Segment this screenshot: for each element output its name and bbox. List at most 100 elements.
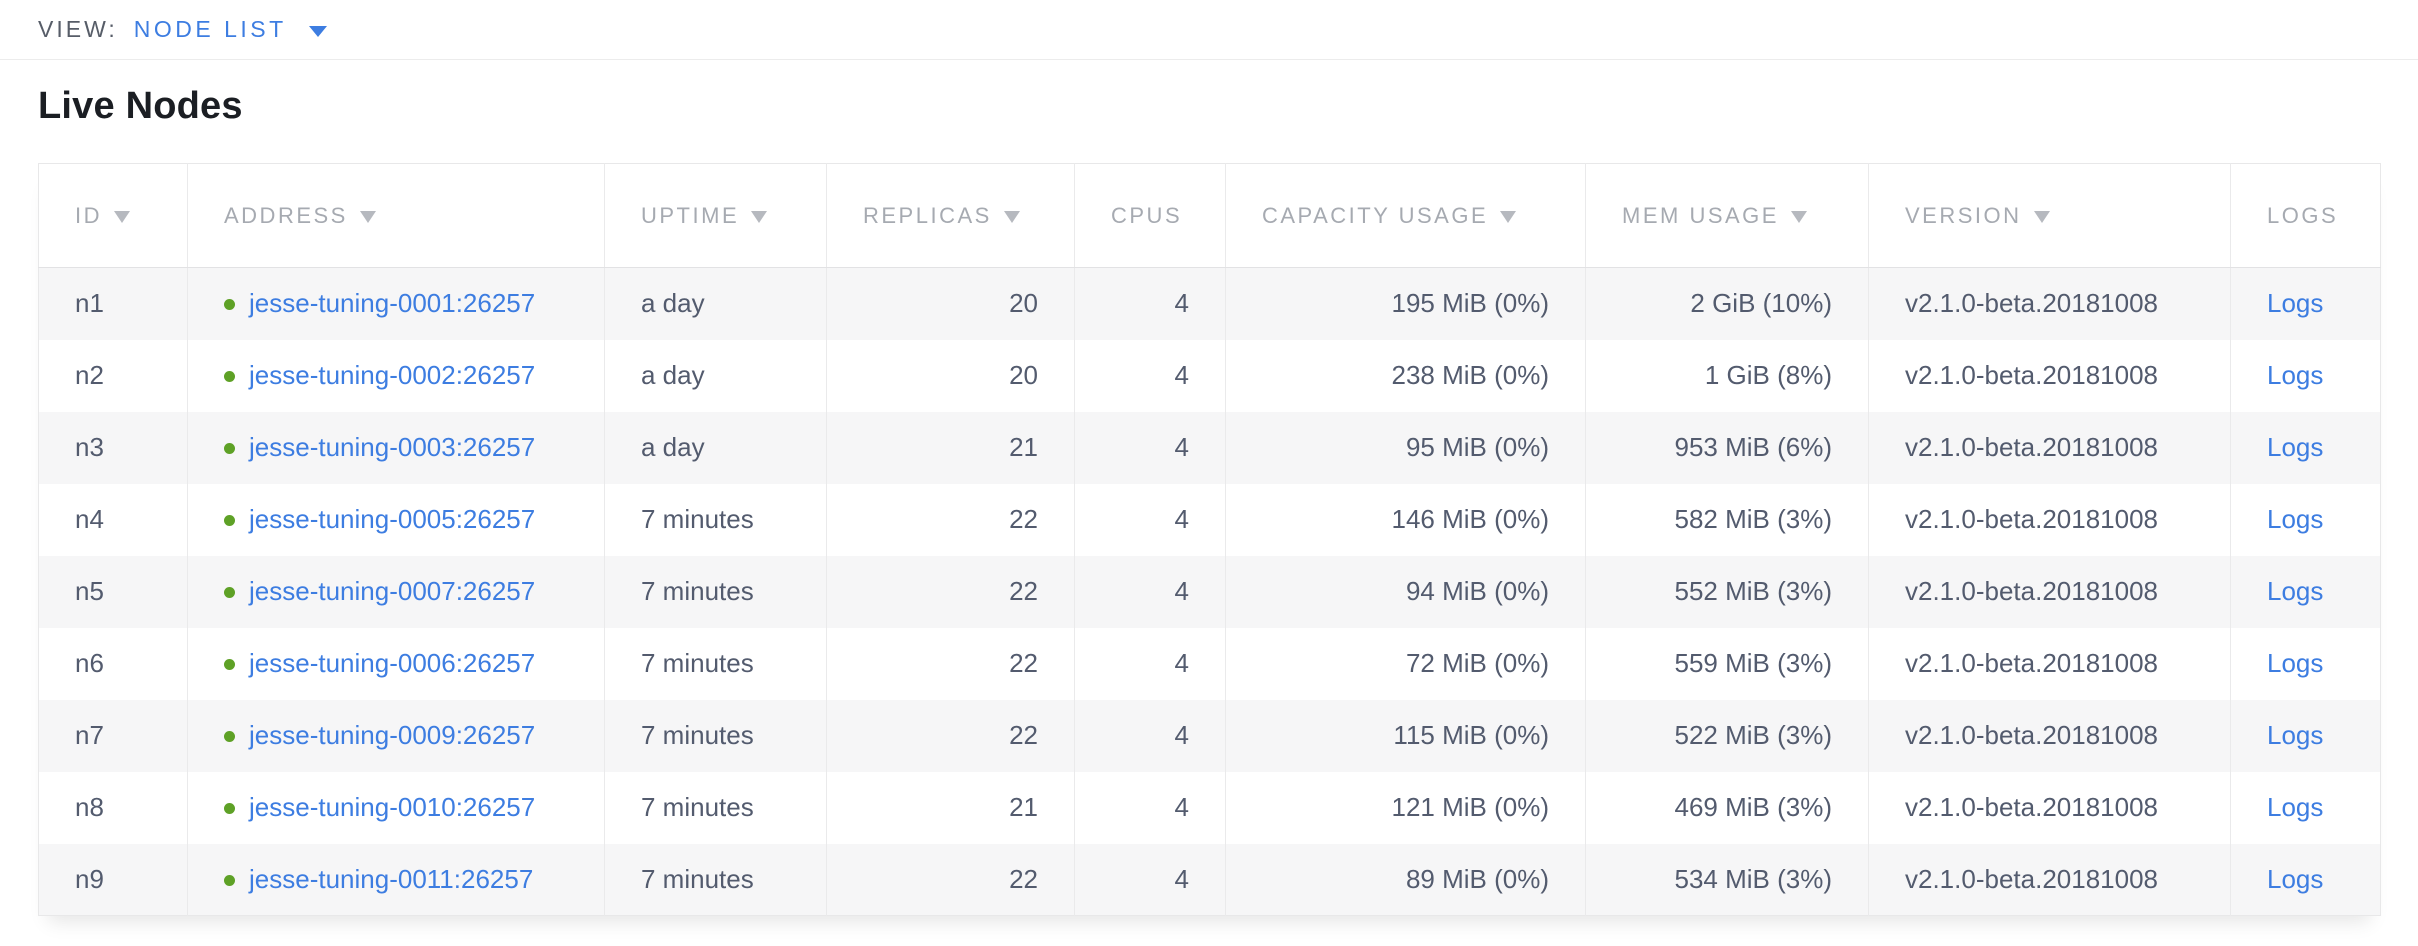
node-logs-link[interactable]: Logs (2267, 360, 2324, 390)
node-address-link[interactable]: jesse-tuning-0007:26257 (249, 576, 536, 606)
cell-capacity: 72 MiB (0%) (1225, 627, 1586, 700)
table-row: n4 jesse-tuning-0005:26257 7 minutes 22 4 146… (39, 483, 2381, 556)
node-live-status-icon (224, 659, 235, 670)
cell-mem: 559 MiB (3%) (1585, 627, 1869, 700)
column-header-version[interactable]: VERSION (1868, 163, 2231, 268)
cell-logs: Logs (2230, 699, 2381, 772)
cell-address: jesse-tuning-0006:26257 (187, 627, 605, 700)
cell-uptime: a day (604, 411, 827, 484)
cell-mem: 469 MiB (3%) (1585, 771, 1869, 844)
node-live-status-icon (224, 299, 235, 311)
node-address-link[interactable]: jesse-tuning-0003:26257 (249, 432, 536, 462)
cell-uptime: 7 minutes (604, 699, 827, 772)
cell-version: v2.1.0-beta.20181008 (1868, 627, 2231, 700)
table-row: n7 jesse-tuning-0009:26257 7 minutes 22 4 115… (38, 699, 2381, 772)
cell-logs: Logs (2230, 483, 2381, 556)
cell-cpus: 4 (1074, 555, 1226, 628)
cell-logs: Logs (2230, 843, 2381, 916)
column-header-logs: LOGS (2230, 163, 2381, 268)
column-header-cpus: CPUS (1074, 163, 1226, 268)
table-row: n1 jesse-tuning-0001:26257 a day 20 4 195 MiB… (38, 267, 2381, 340)
node-address-link[interactable]: jesse-tuning-0005:26257 (249, 504, 536, 534)
node-address-link[interactable]: jesse-tuning-0011:26257 (249, 863, 534, 894)
cell-id: n9 (75, 863, 104, 894)
live-nodes-table: ID ADDRESS UPTIME REPLICAS CPUS CAPACITY USAG… (38, 163, 2381, 916)
view-bar: VIEW: NODE LIST (0, 0, 2418, 60)
cell-cpus: 4 (1074, 267, 1226, 340)
caret-down-icon (308, 25, 327, 37)
node-logs-link[interactable]: Logs (2267, 792, 2324, 822)
column-header-mem[interactable]: MEM USAGE (1585, 163, 1869, 268)
cell-capacity: 195 MiB (0%) (1225, 267, 1586, 340)
table-row: n3 jesse-tuning-0003:26257 a day 21 4 95 MiB … (38, 411, 2381, 484)
node-live-status-icon (224, 803, 235, 814)
cell-id: n2 (75, 360, 104, 390)
cell-address: jesse-tuning-0009:26257 (187, 699, 605, 772)
cell-replicas: 22 (826, 483, 1075, 556)
node-logs-link[interactable]: Logs (2267, 720, 2324, 750)
cell-mem: 534 MiB (3%) (1585, 843, 1869, 916)
cell-uptime: 7 minutes (604, 771, 827, 844)
node-logs-link[interactable]: Logs (2267, 648, 2324, 678)
node-logs-link[interactable]: Logs (2267, 504, 2324, 534)
cell-version: v2.1.0-beta.20181008 (1868, 483, 2231, 556)
cell-version: v2.1.0-beta.20181008 (1868, 267, 2231, 340)
cell-version: v2.1.0-beta.20181008 (1868, 771, 2231, 844)
sort-desc-icon (1500, 210, 1517, 223)
cell-cpus: 4 (1074, 483, 1226, 556)
node-address-link[interactable]: jesse-tuning-0009:26257 (249, 720, 536, 750)
cell-capacity: 238 MiB (0%) (1225, 339, 1586, 412)
cell-id: n5 (75, 576, 104, 606)
cell-address: jesse-tuning-0003:26257 (187, 411, 605, 484)
node-address-link[interactable]: jesse-tuning-0006:26257 (249, 648, 536, 678)
node-address-link[interactable]: jesse-tuning-0001:26257 (249, 288, 536, 319)
node-live-status-icon (224, 874, 235, 886)
cell-logs: Logs (2230, 339, 2381, 412)
view-selector-value: NODE LIST (133, 16, 287, 42)
node-logs-link[interactable]: Logs (2267, 288, 2324, 319)
node-live-status-icon (224, 443, 235, 454)
view-selector-dropdown[interactable]: NODE LIST (134, 16, 327, 43)
table-row: n6 jesse-tuning-0006:26257 7 minutes 22 4 72 … (39, 627, 2381, 700)
column-header-replicas[interactable]: REPLICAS (826, 163, 1075, 268)
cell-address: jesse-tuning-0010:26257 (187, 771, 605, 844)
cell-mem: 552 MiB (3%) (1585, 555, 1869, 628)
node-logs-link[interactable]: Logs (2267, 576, 2324, 606)
node-live-status-icon (224, 371, 235, 382)
table-row: n5 jesse-tuning-0007:26257 7 minutes 22 4 94 … (38, 555, 2381, 628)
cell-cpus: 4 (1074, 627, 1226, 700)
column-header-id[interactable]: ID (38, 163, 188, 268)
cell-id: n6 (75, 648, 104, 678)
node-address-link[interactable]: jesse-tuning-0002:26257 (249, 360, 536, 390)
node-live-status-icon (224, 515, 235, 526)
column-header-uptime[interactable]: UPTIME (604, 163, 827, 268)
cell-cpus: 4 (1074, 411, 1226, 484)
cell-uptime: a day (604, 339, 827, 412)
cell-replicas: 22 (826, 555, 1075, 628)
cell-replicas: 22 (826, 699, 1075, 772)
cell-replicas: 20 (826, 339, 1075, 412)
column-header-label: UPTIME (641, 202, 740, 228)
sort-desc-icon (1790, 210, 1807, 223)
node-live-status-icon (224, 587, 235, 598)
table-row: n9 jesse-tuning-0011:26257 7 minutes 22 4 89 … (38, 843, 2381, 916)
header-row: ID ADDRESS UPTIME REPLICAS CPUS CAPACITY USAG… (38, 163, 2381, 268)
node-address-link[interactable]: jesse-tuning-0010:26257 (249, 792, 536, 822)
table-row: n2 jesse-tuning-0002:26257 a day 20 4 238 MiB… (39, 339, 2381, 412)
cell-id: n4 (75, 504, 104, 534)
cell-id: n8 (75, 792, 104, 822)
node-logs-link[interactable]: Logs (2267, 863, 2324, 894)
cell-replicas: 21 (826, 771, 1075, 844)
column-header-label: ID (75, 202, 102, 228)
cell-logs: Logs (2230, 267, 2381, 340)
cell-logs: Logs (2230, 555, 2381, 628)
live-nodes-table-container: ID ADDRESS UPTIME REPLICAS CPUS CAPACITY USAG… (38, 163, 2381, 916)
cell-cpus: 4 (1074, 339, 1226, 412)
column-header-label: ADDRESS (224, 202, 348, 228)
column-header-capacity[interactable]: CAPACITY USAGE (1225, 163, 1586, 268)
column-header-address[interactable]: ADDRESS (187, 163, 605, 268)
sort-desc-icon (2033, 210, 2050, 223)
cell-capacity: 115 MiB (0%) (1225, 699, 1586, 772)
cell-uptime: a day (604, 267, 827, 340)
node-logs-link[interactable]: Logs (2267, 432, 2324, 462)
